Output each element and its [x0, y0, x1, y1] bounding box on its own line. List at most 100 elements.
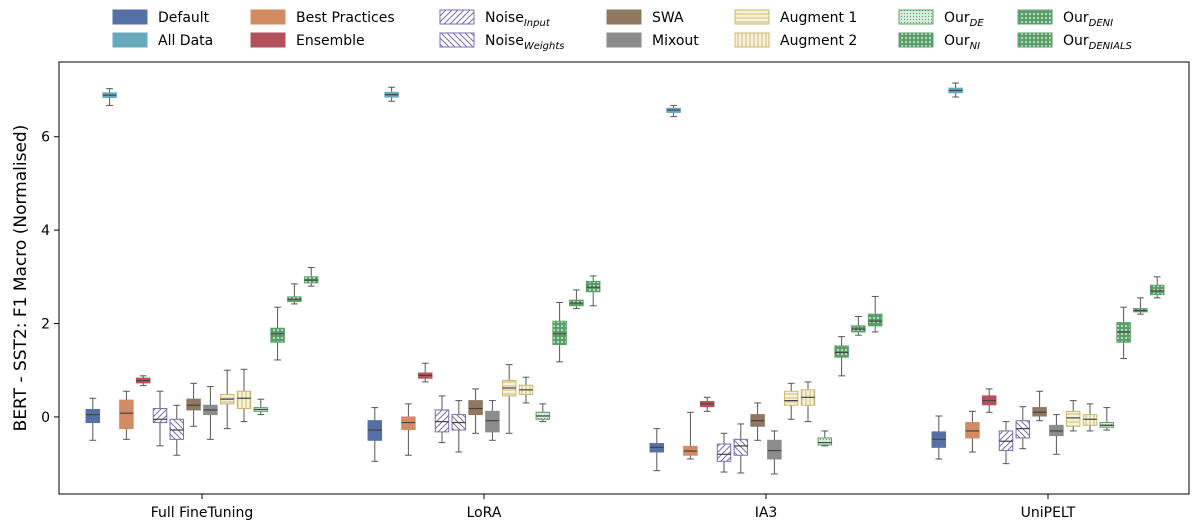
y-tick-label: 0 — [41, 410, 50, 426]
legend-label: Default — [158, 10, 210, 26]
y-axis-title: BERT - SST2: F1 Macro (Normalised) — [11, 125, 31, 432]
x-tick-label: IA3 — [755, 505, 778, 521]
box-noise-input-ia3 — [716, 432, 732, 473]
legend-label: NoiseWeights — [485, 33, 564, 52]
legend-item-ensemble: Ensemble — [250, 32, 365, 49]
legend-label: SWA — [652, 10, 684, 26]
box-default-full-finetuning — [85, 397, 101, 441]
box-noise-weights-ia3 — [733, 423, 749, 474]
box-swa-lora — [468, 388, 483, 434]
box-iqr — [1015, 420, 1031, 439]
legend-swatch — [898, 9, 934, 25]
legend: Default All Data Best Practices Ensemble Noi… — [112, 9, 1133, 52]
box-ensemble-ia3 — [699, 396, 715, 412]
box-best-practices-lora — [401, 403, 416, 456]
box-our-ni-full-finetuning — [270, 306, 285, 361]
box-swa-unipelt — [1032, 390, 1047, 422]
box-our-denials-ia3 — [867, 295, 883, 333]
box-our-denials-lora — [585, 275, 601, 307]
box-mixout-ia3 — [767, 430, 782, 475]
box-augment-1-ia3 — [783, 382, 799, 420]
legend-label: OurDE — [944, 10, 984, 29]
legend-swatch — [250, 9, 286, 25]
box-mixout-lora — [485, 400, 500, 441]
legend-swatch — [439, 9, 475, 25]
box-noise-input-unipelt — [998, 421, 1014, 465]
box-all-data-lora — [384, 86, 399, 102]
legend-swatch — [606, 32, 642, 48]
box-our-de-full-finetuning — [253, 398, 269, 416]
legend-item-our-de: OurDE — [898, 9, 984, 29]
box-iqr — [119, 399, 134, 430]
box-iqr — [716, 443, 732, 462]
legend-item-our-deni: OurDENI — [1017, 9, 1113, 29]
y-tick-label: 6 — [41, 130, 50, 146]
box-iqr — [552, 320, 567, 346]
box-iqr — [434, 409, 450, 433]
legend-item-our-denials: OurDENIALS — [1017, 32, 1133, 52]
box-iqr — [401, 416, 416, 431]
legend-item-augment-1: Augment 1 — [734, 9, 857, 26]
box-default-lora — [367, 407, 383, 462]
box-noise-input-lora — [434, 395, 450, 444]
box-iqr — [1065, 410, 1081, 427]
box-iqr — [1082, 414, 1098, 426]
box-noise-weights-unipelt — [1015, 406, 1031, 450]
box-ensemble-lora — [417, 362, 433, 383]
legend-label: All Data — [158, 33, 213, 49]
legend-label: OurNI — [944, 33, 980, 52]
box-iqr — [270, 327, 285, 343]
box-all-data-ia3 — [666, 104, 681, 118]
legend-label: Augment 1 — [780, 10, 857, 26]
box-iqr — [236, 390, 252, 410]
legend-item-our-ni: OurNI — [898, 32, 980, 52]
x-tick-label: UniPELT — [1021, 505, 1076, 521]
box-our-deni-full-finetuning — [287, 283, 302, 305]
legend-swatch — [898, 32, 934, 48]
legend-label: Best Practices — [296, 10, 395, 26]
box-iqr — [834, 345, 849, 358]
legend-label: Mixout — [652, 33, 699, 49]
box-noise-weights-full-finetuning — [169, 404, 185, 456]
box-iqr — [783, 390, 799, 406]
box-iqr — [733, 438, 749, 456]
box-our-deni-lora — [569, 289, 584, 310]
legend-label: OurDENIALS — [1063, 33, 1133, 52]
legend-label: Ensemble — [296, 33, 365, 49]
box-iqr — [767, 439, 782, 460]
legend-swatch — [112, 9, 148, 25]
box-augment-2-unipelt — [1082, 403, 1098, 432]
box-iqr — [152, 408, 168, 424]
box-best-practices-full-finetuning — [119, 390, 134, 440]
box-our-ni-ia3 — [834, 336, 849, 377]
box-iqr — [867, 313, 883, 327]
box-default-unipelt — [931, 415, 947, 460]
legend-swatch — [734, 9, 770, 25]
box-noise-weights-lora — [451, 400, 467, 453]
legend-swatch — [1017, 9, 1053, 25]
box-iqr — [965, 422, 980, 439]
y-tick-label: 2 — [41, 317, 50, 333]
box-our-deni-unipelt — [1133, 297, 1148, 315]
box-mixout-full-finetuning — [203, 386, 218, 440]
legend-item-all-data: All Data — [112, 32, 213, 49]
legend-item-best-practices: Best Practices — [250, 9, 395, 26]
box-all-data-full-finetuning — [102, 88, 117, 106]
box-iqr — [85, 408, 101, 424]
box-ensemble-unipelt — [981, 388, 997, 413]
box-iqr — [485, 410, 500, 433]
box-default-ia3 — [649, 428, 665, 472]
box-augment-2-lora — [518, 376, 534, 404]
box-swa-ia3 — [750, 402, 765, 441]
box-mixout-unipelt — [1049, 414, 1064, 455]
plot-frame — [58, 61, 1190, 495]
legend-item-mixout: Mixout — [606, 32, 699, 49]
legend-label: Augment 2 — [780, 33, 857, 49]
box-our-denials-unipelt — [1149, 276, 1165, 299]
box-best-practices-unipelt — [965, 410, 980, 453]
y-tick-label: 4 — [41, 223, 50, 239]
box-our-ni-unipelt — [1116, 306, 1131, 360]
legend-swatch — [439, 32, 475, 48]
box-augment-1-full-finetuning — [219, 369, 235, 430]
